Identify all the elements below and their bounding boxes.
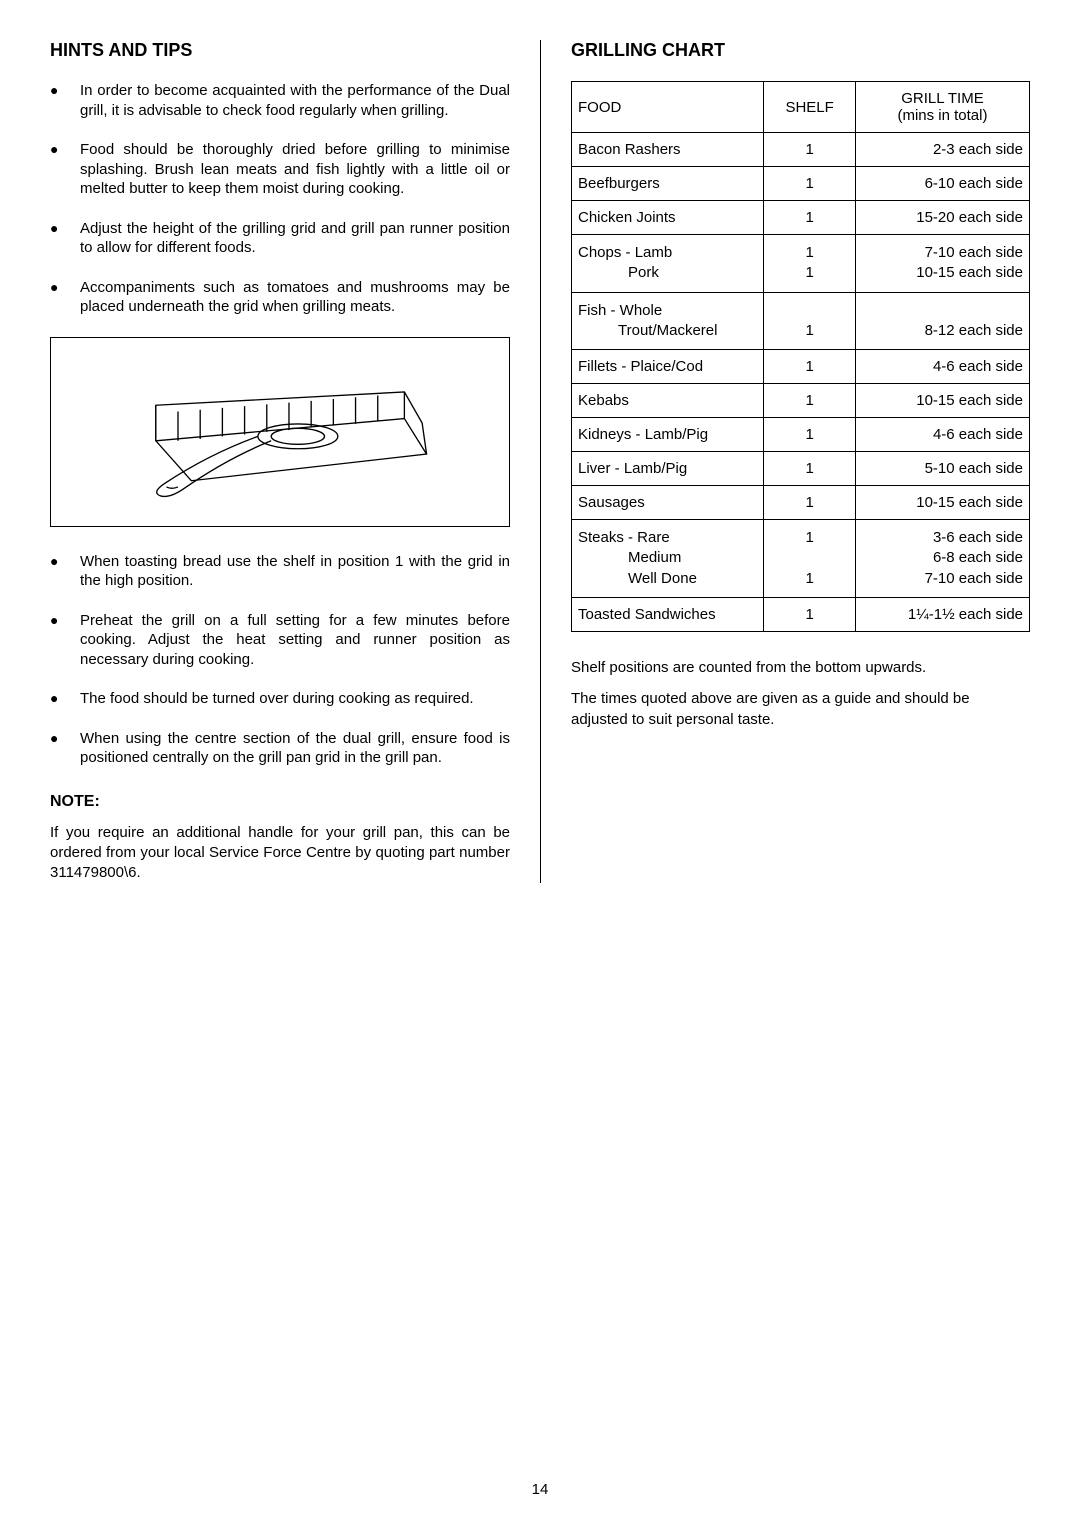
shelf-cell: 1 — [764, 350, 856, 384]
time-cell: 15-20 each side — [855, 201, 1029, 235]
table-row: Beefburgers16-10 each side — [572, 167, 1030, 201]
page-number: 14 — [532, 1481, 549, 1498]
food-cell: Chops - LambPork — [572, 235, 764, 293]
bullet-marker-icon: ● — [50, 219, 80, 258]
time-cell: 7-10 each side10-15 each side — [855, 235, 1029, 293]
table-row: Toasted Sandwiches11¼-1½ each side — [572, 597, 1030, 631]
bullet-list-2: ● When toasting bread use the shelf in p… — [50, 552, 510, 768]
food-cell: Liver - Lamb/Pig — [572, 452, 764, 486]
food-cell: Fish - WholeTrout/Mackerel — [572, 292, 764, 350]
grill-pan-diagram — [50, 337, 510, 527]
time-cell: 1¼-1½ each side — [855, 597, 1029, 631]
left-column: HINTS AND TIPS ● In order to become acqu… — [50, 40, 540, 883]
bullet-list-1: ● In order to become acquainted with the… — [50, 81, 510, 317]
time-cell: 10-15 each side — [855, 486, 1029, 520]
bullet-text: In order to become acquainted with the p… — [80, 81, 510, 120]
post-text-2: The times quoted above are given as a gu… — [571, 688, 1030, 730]
grilling-chart-title: GRILLING CHART — [571, 40, 1030, 61]
bullet-text: The food should be turned over during co… — [80, 689, 510, 709]
table-row: Sausages110-15 each side — [572, 486, 1030, 520]
bullet-marker-icon: ● — [50, 140, 80, 199]
bullet-item: ● The food should be turned over during … — [50, 689, 510, 709]
time-cell: 6-10 each side — [855, 167, 1029, 201]
grill-pan-icon — [74, 352, 486, 512]
shelf-cell: 11 — [764, 520, 856, 598]
bullet-item: ● Accompaniments such as tomatoes and mu… — [50, 278, 510, 317]
note-title: NOTE: — [50, 793, 510, 811]
bullet-text: Accompaniments such as tomatoes and mush… — [80, 278, 510, 317]
time-cell: 8-12 each side — [855, 292, 1029, 350]
shelf-cell: 1 — [764, 384, 856, 418]
bullet-text: Preheat the grill on a full setting for … — [80, 611, 510, 670]
time-cell: 3-6 each side6-8 each side7-10 each side — [855, 520, 1029, 598]
bullet-marker-icon: ● — [50, 552, 80, 591]
table-header-shelf: SHELF — [764, 82, 856, 133]
food-cell: Toasted Sandwiches — [572, 597, 764, 631]
time-cell: 5-10 each side — [855, 452, 1029, 486]
shelf-cell: 1 — [764, 167, 856, 201]
bullet-marker-icon: ● — [50, 689, 80, 709]
table-row: Chicken Joints115-20 each side — [572, 201, 1030, 235]
time-cell: 2-3 each side — [855, 133, 1029, 167]
time-cell: 4-6 each side — [855, 350, 1029, 384]
food-cell: Steaks - RareMediumWell Done — [572, 520, 764, 598]
bullet-item: ● Adjust the height of the grilling grid… — [50, 219, 510, 258]
bullet-text: Food should be thoroughly dried before g… — [80, 140, 510, 199]
table-row: Kidneys - Lamb/Pig14-6 each side — [572, 418, 1030, 452]
table-row: Chops - LambPork117-10 each side10-15 ea… — [572, 235, 1030, 293]
food-cell: Kebabs — [572, 384, 764, 418]
bullet-marker-icon: ● — [50, 611, 80, 670]
time-cell: 10-15 each side — [855, 384, 1029, 418]
bullet-marker-icon: ● — [50, 278, 80, 317]
grilling-chart-table: FOOD SHELF GRILL TIME(mins in total) Bac… — [571, 81, 1030, 632]
right-column: GRILLING CHART FOOD SHELF GRILL TIME(min… — [540, 40, 1030, 883]
bullet-text: When toasting bread use the shelf in pos… — [80, 552, 510, 591]
food-cell: Chicken Joints — [572, 201, 764, 235]
hints-title: HINTS AND TIPS — [50, 40, 510, 61]
table-row: Bacon Rashers12-3 each side — [572, 133, 1030, 167]
shelf-cell: 1 — [764, 292, 856, 350]
bullet-text: When using the centre section of the dua… — [80, 729, 510, 768]
table-header-time: GRILL TIME(mins in total) — [855, 82, 1029, 133]
bullet-marker-icon: ● — [50, 729, 80, 768]
table-header-food: FOOD — [572, 82, 764, 133]
shelf-cell: 1 — [764, 418, 856, 452]
shelf-cell: 1 — [764, 597, 856, 631]
post-table-text: Shelf positions are counted from the bot… — [571, 657, 1030, 730]
food-cell: Beefburgers — [572, 167, 764, 201]
bullet-item: ● In order to become acquainted with the… — [50, 81, 510, 120]
table-row: Steaks - RareMediumWell Done113-6 each s… — [572, 520, 1030, 598]
bullet-item: ● Preheat the grill on a full setting fo… — [50, 611, 510, 670]
table-row: Kebabs110-15 each side — [572, 384, 1030, 418]
shelf-cell: 1 — [764, 133, 856, 167]
table-row: Fish - WholeTrout/Mackerel18-12 each sid… — [572, 292, 1030, 350]
food-cell: Fillets - Plaice/Cod — [572, 350, 764, 384]
post-text-1: Shelf positions are counted from the bot… — [571, 657, 1030, 678]
shelf-cell: 1 — [764, 452, 856, 486]
table-row: Fillets - Plaice/Cod14-6 each side — [572, 350, 1030, 384]
bullet-item: ● Food should be thoroughly dried before… — [50, 140, 510, 199]
shelf-cell: 1 — [764, 201, 856, 235]
shelf-cell: 1 — [764, 486, 856, 520]
time-cell: 4-6 each side — [855, 418, 1029, 452]
bullet-item: ● When toasting bread use the shelf in p… — [50, 552, 510, 591]
bullet-text: Adjust the height of the grilling grid a… — [80, 219, 510, 258]
table-row: Liver - Lamb/Pig15-10 each side — [572, 452, 1030, 486]
shelf-cell: 11 — [764, 235, 856, 293]
food-cell: Sausages — [572, 486, 764, 520]
bullet-marker-icon: ● — [50, 81, 80, 120]
food-cell: Bacon Rashers — [572, 133, 764, 167]
note-text: If you require an additional handle for … — [50, 823, 510, 884]
bullet-item: ● When using the centre section of the d… — [50, 729, 510, 768]
food-cell: Kidneys - Lamb/Pig — [572, 418, 764, 452]
